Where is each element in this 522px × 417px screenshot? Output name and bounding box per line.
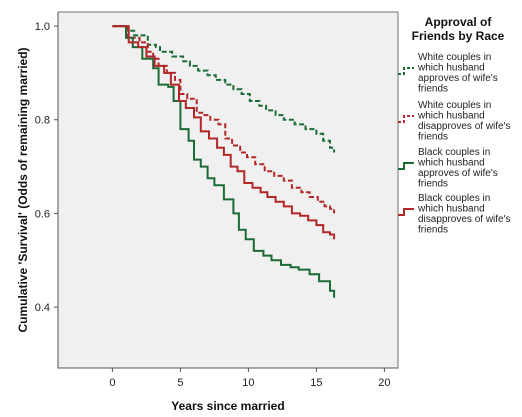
y-axis-title: Cumulative 'Survival' (Odds of remaining… (16, 47, 30, 332)
legend-label-line: approves of wife's (418, 73, 498, 84)
legend-label-line: which husband (417, 158, 485, 169)
y-tick-label: 1.0 (35, 21, 50, 33)
series-line-black_disapproves (112, 25, 336, 240)
legend: Approval of Friends by Race White couple… (398, 15, 511, 236)
legend-label-line: friends (418, 225, 448, 236)
legend-title-line-1: Approval of (425, 15, 493, 29)
series-line-white_approves (112, 25, 336, 153)
legend-label-line: friends (418, 84, 448, 95)
legend-swatch-white_approves (398, 67, 414, 75)
series-lines (112, 25, 336, 298)
y-tick-label: 0.8 (35, 115, 50, 127)
legend-label-line: which husband (417, 111, 485, 122)
x-tick-label: 20 (378, 377, 390, 389)
legend-label-line: White couples in (418, 100, 491, 111)
legend-swatch-black_approves (398, 162, 414, 170)
legend-label-line: Black couples in (418, 147, 490, 158)
x-axis-title: Years since married (171, 399, 284, 413)
y-tick-label: 0.4 (35, 302, 50, 314)
legend-label-line: Black couples in (418, 193, 490, 204)
legend-label-line: which husband (417, 204, 485, 215)
legend-label-line: approves of wife's (418, 168, 498, 179)
x-tick-label: 0 (109, 377, 115, 389)
y-axis-ticks: 0.4 0.6 0.8 1.0 (35, 21, 58, 314)
x-axis-ticks: 0 5 10 15 20 (109, 368, 391, 389)
series-line-white_disapproves (112, 25, 336, 214)
legend-label-line: which husband (417, 63, 485, 74)
legend-label-line: friends (418, 132, 448, 143)
legend-swatch-white_disapproves (398, 115, 414, 123)
legend-title-line-2: Friends by Race (412, 29, 505, 43)
legend-swatch-black_disapproves (398, 208, 414, 216)
legend-label-line: White couples in (418, 52, 491, 63)
legend-label-line: friends (418, 179, 448, 190)
series-line-black_approves (112, 25, 336, 298)
plot-area (57, 11, 399, 369)
legend-label-line: disapproves of wife's (418, 214, 511, 225)
legend-label-line: disapproves of wife's (418, 121, 511, 132)
x-tick-label: 10 (242, 377, 254, 389)
x-tick-label: 5 (177, 377, 183, 389)
x-tick-label: 15 (310, 377, 322, 389)
y-tick-label: 0.6 (35, 208, 50, 220)
